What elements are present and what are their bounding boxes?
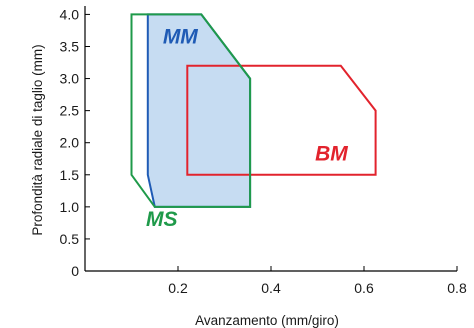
x-axis-title: Avanzamento (mm/giro)	[195, 313, 339, 328]
y-tick-label-4-0: 4.0	[60, 6, 80, 22]
region-ms	[130, 13, 252, 208]
region-label-mm: MM	[163, 25, 198, 48]
x-tick-label-0-4: 0.4	[261, 280, 281, 296]
y-tick-label-1-0: 1.0	[60, 199, 80, 215]
y-tick-label-3-5: 3.5	[60, 38, 80, 54]
y-axis-title: Profondità radiale di taglio (mm)	[30, 44, 45, 235]
y-tick-label-1-5: 1.5	[60, 167, 80, 183]
y-tick-label-0: 0	[71, 263, 79, 279]
region-labels: MS MM BM	[146, 25, 348, 231]
y-tick-label-2-5: 2.5	[60, 103, 80, 119]
x-tick-label-0-6: 0.6	[354, 280, 374, 296]
region-label-bm: BM	[315, 143, 348, 166]
ticks: 0 0.5 1.0 1.5 2.0 2.5 3.0 3.5 4.0 0.2 0.4 0.6 0.8	[60, 6, 467, 296]
y-tick-label-0-5: 0.5	[60, 231, 80, 247]
regions	[130, 13, 377, 208]
axes	[84, 6, 457, 272]
y-tick-label-3-0: 3.0	[60, 71, 80, 87]
x-tick-label-0-2: 0.2	[168, 280, 188, 296]
region-bm	[186, 64, 377, 176]
y-tick-label-2-0: 2.0	[60, 135, 80, 151]
x-tick-label-0-8: 0.8	[447, 280, 467, 296]
region-label-ms: MS	[146, 208, 178, 231]
